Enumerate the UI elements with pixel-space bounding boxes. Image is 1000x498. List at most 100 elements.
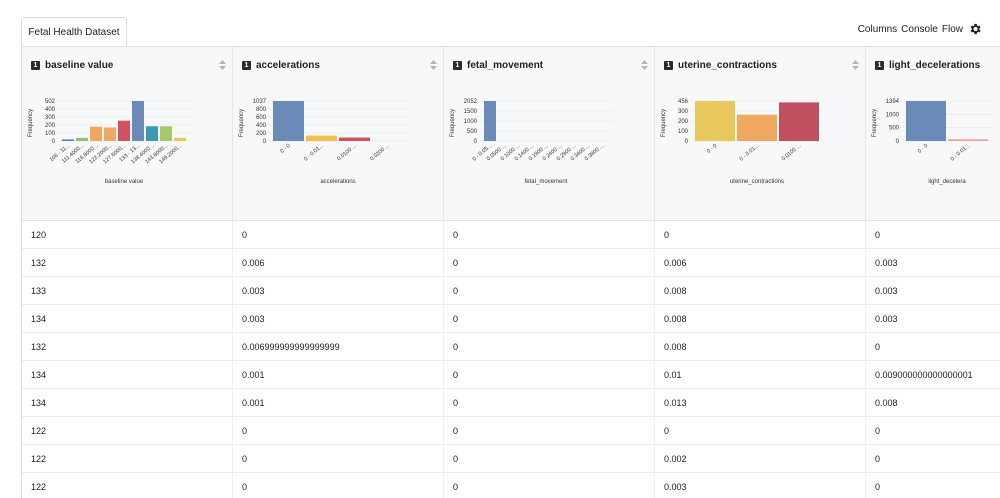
column-title: 1 fetal_movement xyxy=(453,60,543,71)
y-axis-label: Frequency xyxy=(661,109,667,137)
flow-button[interactable]: Flow xyxy=(941,23,963,35)
gear-icon[interactable] xyxy=(968,22,982,36)
x-tick-label: 0.0100 ... xyxy=(336,143,358,163)
y-tick-label: 456 xyxy=(678,99,689,105)
y-axis-label: Frequency xyxy=(239,109,245,137)
table-cell: 0 xyxy=(866,417,1000,445)
histogram-bar[interactable] xyxy=(118,120,130,141)
table-cell: 0 xyxy=(866,473,1000,498)
column-name: light_decelerations xyxy=(889,60,981,71)
column-name: fetal_movement xyxy=(467,60,544,71)
histogram-bar[interactable] xyxy=(174,137,186,141)
table-cell: 0 xyxy=(444,417,655,445)
column-header-4[interactable]: 1 light_decelerations Frequency 1394 1000 500… xyxy=(866,47,1000,221)
table-row[interactable]: 122 0 0 0.002 0 xyxy=(22,445,1000,473)
table-cell: 0 xyxy=(444,389,655,417)
table-row[interactable]: 122 0 0 0.003 0 xyxy=(22,473,1000,498)
numeric-type-icon: 1 xyxy=(664,61,673,70)
y-tick-label: 200 xyxy=(678,119,689,125)
histogram-bar[interactable] xyxy=(906,101,946,141)
table-row[interactable]: 120 0 0 0 0 xyxy=(22,221,1000,249)
column-name: accelerations xyxy=(256,60,320,71)
table-cell: 0 xyxy=(655,417,866,445)
table-row[interactable]: 132 0.006999999999999999 0 0.008 0 xyxy=(22,333,1000,361)
table-cell: 133 xyxy=(22,277,233,305)
y-tick-label: 0 xyxy=(685,139,689,145)
sort-icon[interactable] xyxy=(641,60,648,70)
histogram-bar[interactable] xyxy=(90,126,102,141)
y-tick-label: 1394 xyxy=(886,99,900,105)
histogram-bar[interactable] xyxy=(160,126,172,141)
column-title: 1 uterine_contractions xyxy=(664,60,777,71)
table-cell: 0 xyxy=(233,221,444,249)
table-row[interactable]: 132 0.006 0 0.006 0.003 xyxy=(22,249,1000,277)
histogram-bar[interactable] xyxy=(76,137,88,141)
histogram-bar[interactable] xyxy=(146,126,158,141)
x-tick-label: 0 - 0 xyxy=(279,143,291,155)
tab-fetal-health-dataset[interactable]: Fetal Health Dataset xyxy=(21,17,127,46)
y-tick-label: 100 xyxy=(45,131,56,137)
histogram-bar[interactable] xyxy=(779,102,819,141)
y-tick-label: 1000 xyxy=(886,112,900,118)
table-cell: 0 xyxy=(444,361,655,389)
table-row[interactable]: 134 0.001 0 0.01 0.009000000000000001 xyxy=(22,361,1000,389)
x-tick-label: 0 - 0 xyxy=(706,143,718,155)
y-axis-label: Frequency xyxy=(450,109,456,137)
table-cell: 0 xyxy=(444,221,655,249)
column-header-3[interactable]: 1 uterine_contractions Frequency 456 300 200 1… xyxy=(655,47,866,221)
table-cell: 0.008 xyxy=(655,333,866,361)
table-cell: 0.003 xyxy=(655,473,866,498)
table-cell: 0.009000000000000001 xyxy=(866,361,1000,389)
histogram-bar[interactable] xyxy=(62,139,74,141)
histogram-bar[interactable] xyxy=(484,101,496,141)
table-row[interactable]: 122 0 0 0 0 xyxy=(22,417,1000,445)
histogram-bar[interactable] xyxy=(132,101,144,141)
table-cell: 0 xyxy=(866,445,1000,473)
table-cell: 0 xyxy=(444,333,655,361)
table-cell: 120 xyxy=(22,221,233,249)
histogram-bar[interactable] xyxy=(695,101,735,141)
table-row[interactable]: 133 0.003 0 0.008 0.003 xyxy=(22,277,1000,305)
table-row[interactable]: 134 0.003 0 0.008 0.003 xyxy=(22,305,1000,333)
histogram-bar[interactable] xyxy=(339,137,370,141)
histogram-bar[interactable] xyxy=(273,101,304,141)
console-button[interactable]: Console xyxy=(901,23,938,35)
table-cell: 0 xyxy=(233,473,444,498)
table-cell: 0.003 xyxy=(233,277,444,305)
table-cell: 134 xyxy=(22,361,233,389)
column-header-1[interactable]: 1 accelerations Frequency 1037 800 600 400 200 0… xyxy=(233,47,444,221)
sort-icon[interactable] xyxy=(430,60,437,70)
histogram-chart: Frequency 456 300 200 100 0 0 - 0 0 - 0.01... 0.… xyxy=(661,99,823,185)
table-cell: 122 xyxy=(22,417,233,445)
table-cell: 0 xyxy=(444,445,655,473)
x-tick-label: 0.0100 ... xyxy=(781,143,803,163)
histogram-bar[interactable] xyxy=(306,135,337,141)
y-tick-label: 1000 xyxy=(464,119,478,125)
table-cell: 0 xyxy=(444,277,655,305)
histogram-bar[interactable] xyxy=(948,139,988,141)
columns-button[interactable]: Columns xyxy=(857,23,898,35)
table-cell: 0.008 xyxy=(655,305,866,333)
y-tick-label: 0 xyxy=(474,139,478,145)
histogram-bar[interactable] xyxy=(737,114,777,141)
table-cell: 0.013 xyxy=(655,389,866,417)
column-header-2[interactable]: 1 fetal_movement Frequency 2052 1500 1000 500 0… xyxy=(444,47,655,221)
table-cell: 0 xyxy=(233,445,444,473)
column-header-0[interactable]: 1 baseline value Frequency 502 400 300 200 100 0… xyxy=(22,47,233,221)
y-tick-label: 2052 xyxy=(464,99,478,105)
table-cell: 122 xyxy=(22,473,233,498)
sort-icon[interactable] xyxy=(852,60,859,70)
y-tick-label: 400 xyxy=(256,123,267,129)
table-cell: 0.003 xyxy=(866,305,1000,333)
x-axis-label: fetal_movement xyxy=(525,179,568,185)
table-cell: 0.008 xyxy=(655,277,866,305)
column-name: baseline value xyxy=(45,60,114,71)
table-row[interactable]: 134 0.001 0 0.013 0.008 xyxy=(22,389,1000,417)
numeric-type-icon: 1 xyxy=(875,61,884,70)
histogram-bar[interactable] xyxy=(104,127,116,141)
y-tick-label: 300 xyxy=(45,115,56,121)
table-cell: 0.006 xyxy=(233,249,444,277)
sort-icon[interactable] xyxy=(219,60,226,70)
x-axis-label: accelerations xyxy=(320,179,355,185)
